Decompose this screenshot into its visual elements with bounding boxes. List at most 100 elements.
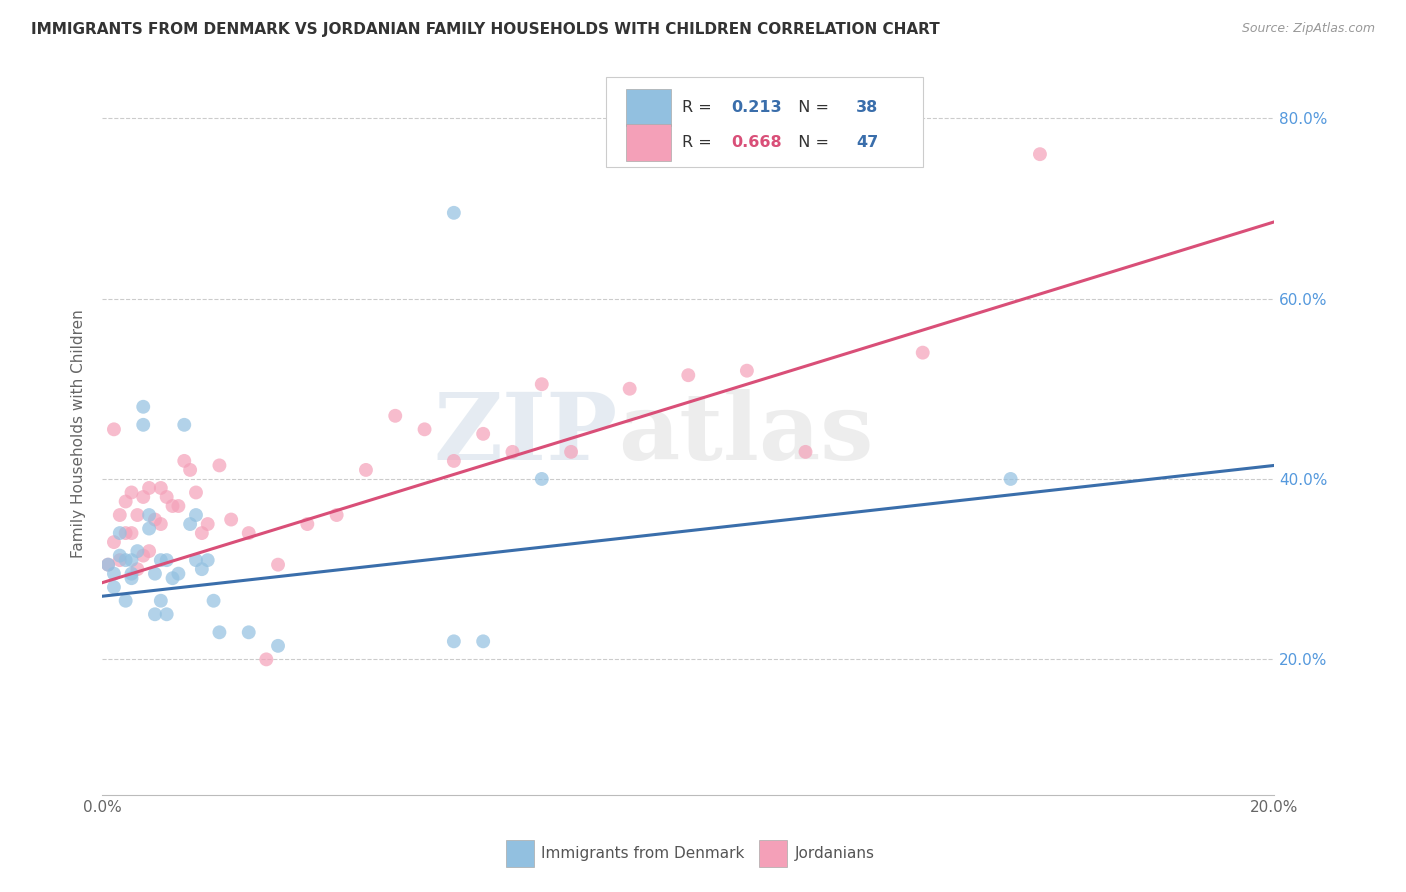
Point: [132, 400, 155, 414]
Text: 0.668: 0.668: [731, 135, 782, 150]
Point: [443, 454, 465, 468]
Point: [108, 549, 131, 563]
Point: [179, 463, 201, 477]
Point: [127, 544, 149, 558]
Point: [121, 553, 143, 567]
Text: R =: R =: [682, 100, 717, 115]
Point: [162, 499, 184, 513]
Point: [121, 571, 143, 585]
Point: [238, 625, 260, 640]
Point: [149, 481, 172, 495]
Point: [156, 607, 179, 622]
Point: [156, 553, 179, 567]
Point: [202, 593, 225, 607]
Point: [1029, 147, 1052, 161]
Point: [413, 422, 436, 436]
FancyBboxPatch shape: [606, 77, 922, 167]
Point: [114, 553, 136, 567]
Point: [143, 566, 166, 581]
Point: [619, 382, 641, 396]
Point: [184, 553, 207, 567]
Point: [103, 535, 125, 549]
Point: [267, 558, 290, 572]
Point: [219, 512, 242, 526]
Point: [267, 639, 290, 653]
Point: [132, 417, 155, 432]
Point: [114, 526, 136, 541]
Point: [208, 458, 231, 473]
Text: N =: N =: [787, 135, 834, 150]
Point: [97, 558, 120, 572]
Point: [325, 508, 347, 522]
Point: [197, 553, 219, 567]
Point: [173, 417, 195, 432]
Text: N =: N =: [787, 100, 834, 115]
Text: atlas: atlas: [619, 389, 873, 479]
Point: [149, 593, 172, 607]
Point: [560, 445, 582, 459]
Point: [149, 517, 172, 532]
Point: [138, 508, 160, 522]
Point: [108, 553, 131, 567]
Point: [127, 508, 149, 522]
Point: [132, 490, 155, 504]
Point: [121, 566, 143, 581]
Point: [354, 463, 377, 477]
Point: [238, 526, 260, 541]
FancyBboxPatch shape: [626, 124, 671, 161]
Point: [254, 652, 277, 666]
Point: [97, 558, 120, 572]
Point: [179, 517, 201, 532]
Point: [173, 454, 195, 468]
FancyBboxPatch shape: [626, 89, 671, 127]
Point: [443, 206, 465, 220]
Point: [156, 490, 179, 504]
Point: [103, 580, 125, 594]
Text: Immigrants from Denmark: Immigrants from Denmark: [541, 847, 745, 861]
Point: [530, 377, 553, 392]
Point: [678, 368, 700, 383]
Point: [103, 422, 125, 436]
Point: [114, 494, 136, 508]
Point: [384, 409, 406, 423]
Point: [191, 526, 214, 541]
Point: [794, 445, 817, 459]
Y-axis label: Family Households with Children: Family Households with Children: [72, 310, 86, 558]
Point: [108, 508, 131, 522]
Text: Jordanians: Jordanians: [794, 847, 875, 861]
Point: [191, 562, 214, 576]
Point: [108, 526, 131, 541]
Text: 38: 38: [856, 100, 879, 115]
Point: [443, 634, 465, 648]
Point: [472, 634, 495, 648]
Text: ZIP: ZIP: [433, 389, 619, 479]
Point: [138, 544, 160, 558]
Point: [114, 593, 136, 607]
Point: [143, 607, 166, 622]
Point: [208, 625, 231, 640]
Point: [735, 364, 758, 378]
Point: [167, 499, 190, 513]
Point: [149, 553, 172, 567]
Point: [530, 472, 553, 486]
Point: [501, 445, 523, 459]
Point: [911, 345, 934, 359]
Point: [184, 485, 207, 500]
Point: [197, 517, 219, 532]
Point: [121, 526, 143, 541]
Text: IMMIGRANTS FROM DENMARK VS JORDANIAN FAMILY HOUSEHOLDS WITH CHILDREN CORRELATION: IMMIGRANTS FROM DENMARK VS JORDANIAN FAM…: [31, 22, 939, 37]
Point: [138, 481, 160, 495]
Point: [297, 517, 319, 532]
Point: [162, 571, 184, 585]
Point: [472, 426, 495, 441]
Point: [132, 549, 155, 563]
Point: [127, 562, 149, 576]
Point: [167, 566, 190, 581]
Point: [1000, 472, 1022, 486]
Point: [184, 508, 207, 522]
Text: 47: 47: [856, 135, 879, 150]
Text: R =: R =: [682, 135, 717, 150]
Point: [143, 512, 166, 526]
Point: [138, 522, 160, 536]
Point: [121, 485, 143, 500]
